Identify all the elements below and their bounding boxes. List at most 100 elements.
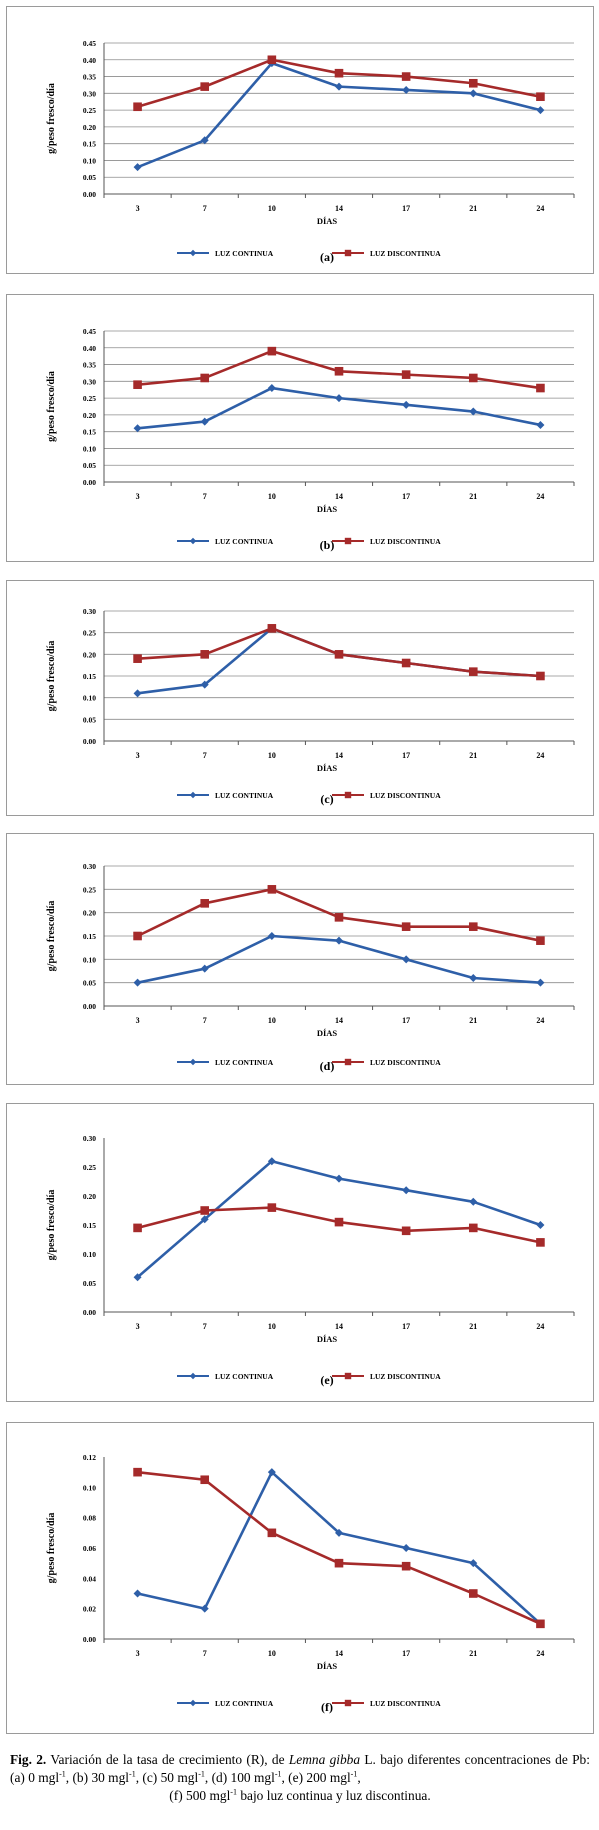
series-luz-discontinua xyxy=(133,346,545,393)
chart-legend: LUZ CONTINUA LUZ DISCONTINUA xyxy=(177,537,441,546)
legend-label: LUZ CONTINUA xyxy=(215,249,274,258)
data-point xyxy=(335,82,343,91)
y-tick-label: 0.25 xyxy=(83,885,96,894)
x-tick-label: 24 xyxy=(536,1649,544,1658)
x-tick-label: 17 xyxy=(402,492,410,501)
y-axis-label: g/peso fresco/día xyxy=(46,1190,57,1261)
y-tick-label: 0.30 xyxy=(83,607,96,616)
y-tick-label: 0.10 xyxy=(83,955,96,964)
data-point xyxy=(133,1589,142,1598)
y-axis-label: g/peso fresco/día xyxy=(46,371,57,442)
series-luz-continua xyxy=(133,1157,545,1282)
y-tick-label: 0.30 xyxy=(83,377,96,386)
data-point xyxy=(402,955,411,964)
data-point xyxy=(267,885,277,894)
x-tick-label: 21 xyxy=(469,1016,477,1025)
y-tick-label: 0.15 xyxy=(83,140,96,149)
y-axis-label: g/peso fresco/día xyxy=(46,1513,57,1584)
data-point xyxy=(401,922,411,931)
caption-unit: l xyxy=(55,1770,60,1785)
x-tick-label: 10 xyxy=(268,204,276,213)
square-icon xyxy=(344,1058,352,1066)
data-point xyxy=(401,72,411,81)
caption-unit: l xyxy=(226,1788,231,1803)
y-tick-label: 0.15 xyxy=(83,428,96,437)
data-point xyxy=(469,1197,478,1206)
data-point xyxy=(133,102,142,112)
x-tick-label: 3 xyxy=(136,492,140,501)
caption-text: , (d) 100 mg xyxy=(204,1770,272,1785)
y-tick-label: 0.06 xyxy=(83,1544,96,1553)
x-tick-label: 3 xyxy=(136,204,140,213)
square-icon xyxy=(344,249,352,257)
y-tick-label: 0.10 xyxy=(83,156,96,165)
panel-label: (b) xyxy=(320,538,335,552)
x-tick-label: 14 xyxy=(335,1016,343,1025)
data-point xyxy=(334,913,344,922)
x-tick-label: 14 xyxy=(335,492,343,501)
data-point xyxy=(335,1174,343,1183)
data-point xyxy=(200,680,209,689)
panel-label: (a) xyxy=(320,250,334,264)
y-tick-label: 0.25 xyxy=(83,106,96,115)
data-point xyxy=(401,1561,411,1571)
legend-label: LUZ DISCONTINUA xyxy=(370,1058,441,1067)
data-point xyxy=(267,1203,277,1212)
y-tick-label: 0.35 xyxy=(83,361,96,370)
x-tick-label: 21 xyxy=(469,492,477,501)
y-tick-label: 0.30 xyxy=(83,862,96,871)
data-point xyxy=(401,1226,411,1236)
x-tick-label: 21 xyxy=(469,1649,477,1658)
data-point xyxy=(133,931,142,941)
panel-label: (f) xyxy=(321,1700,333,1714)
data-point xyxy=(267,346,277,356)
data-point xyxy=(133,1467,142,1477)
square-icon xyxy=(344,791,352,799)
y-tick-label: 0.20 xyxy=(83,909,96,918)
caption-sup: -1 xyxy=(230,1787,237,1797)
x-tick-label: 24 xyxy=(536,751,544,760)
series-luz-continua xyxy=(133,1468,545,1628)
data-point xyxy=(402,85,411,94)
data-point xyxy=(200,373,210,383)
x-tick-label: 3 xyxy=(136,1649,140,1658)
data-point xyxy=(469,407,478,416)
data-point xyxy=(335,1528,343,1537)
legend-label: LUZ DISCONTINUA xyxy=(370,537,441,546)
x-tick-label: 3 xyxy=(136,1322,140,1331)
data-point xyxy=(267,932,276,940)
x-axis-label: DÍAS xyxy=(317,763,338,773)
line-chart: 0.00 0.05 0.10 0.15 0.20 0.25 0.30 3 7 10 14 17 21 24… xyxy=(46,607,575,806)
x-tick-label: 17 xyxy=(402,1649,410,1658)
data-point xyxy=(267,1157,276,1166)
x-tick-label: 14 xyxy=(335,1322,343,1331)
x-tick-label: 10 xyxy=(268,1016,276,1025)
panel-label: (e) xyxy=(320,1373,333,1387)
data-point xyxy=(200,1604,209,1613)
data-point xyxy=(536,978,545,987)
data-point xyxy=(200,899,210,908)
data-point xyxy=(401,370,411,379)
caption-unit: l xyxy=(125,1770,130,1785)
data-point xyxy=(334,1558,344,1568)
caption-sup: -1 xyxy=(350,1769,358,1779)
legend-label: LUZ DISCONTINUA xyxy=(370,1372,441,1381)
y-tick-label: 0.05 xyxy=(83,173,96,182)
caption-text: , (c) 50 mg xyxy=(135,1770,195,1785)
y-tick-label: 0.05 xyxy=(83,1279,96,1288)
x-tick-label: 3 xyxy=(136,1016,140,1025)
x-tick-label: 7 xyxy=(203,1016,207,1025)
caption-unit: l xyxy=(194,1770,199,1785)
chart-legend: LUZ CONTINUA LUZ DISCONTINUA xyxy=(177,1058,441,1067)
data-point xyxy=(133,654,142,663)
x-tick-label: 10 xyxy=(268,492,276,501)
caption-text: (f) 500 mg xyxy=(169,1788,227,1803)
data-point xyxy=(267,1528,277,1538)
data-point xyxy=(267,624,277,633)
series-luz-discontinua xyxy=(133,885,545,945)
legend-label: LUZ DISCONTINUA xyxy=(370,249,441,258)
y-tick-label: 0.20 xyxy=(83,123,96,132)
data-point xyxy=(334,650,344,659)
y-tick-label: 0.45 xyxy=(83,39,96,48)
x-tick-label: 24 xyxy=(536,204,544,213)
